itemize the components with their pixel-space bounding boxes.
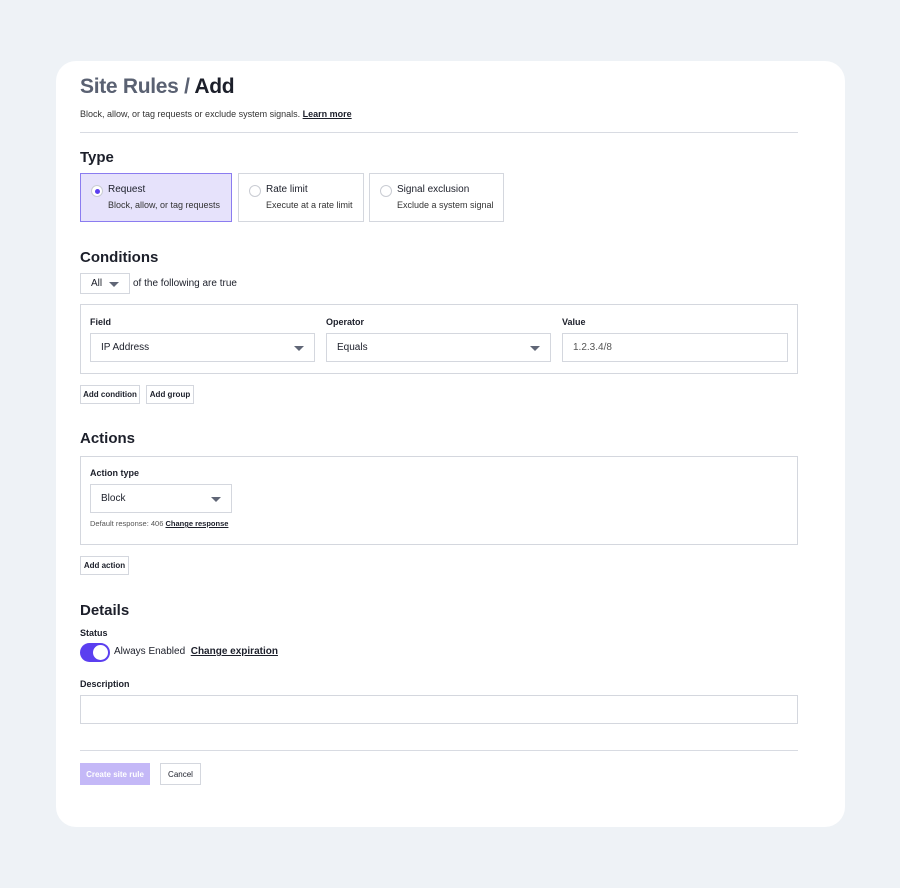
chevron-down-icon [109,281,119,287]
details-heading: Details [80,602,130,619]
add-condition-button[interactable]: Add condition [80,385,140,404]
radio-icon[interactable] [249,185,261,197]
type-heading: Type [80,149,114,166]
default-response: Default response: 406 Change response [90,519,228,528]
breadcrumb-site-rules[interactable]: Site Rules [80,75,179,98]
option-label: Rate limit [266,184,308,195]
action-type-label: Action type [90,468,140,478]
breadcrumb-separator: / [178,75,195,98]
type-option-request[interactable]: Request Block, allow, or tag requests [80,173,232,222]
option-desc: Execute at a rate limit [266,200,353,210]
divider [80,750,798,751]
page-title: Site Rules / Add [80,75,235,99]
radio-icon[interactable] [91,185,103,197]
value-text: 1.2.3.4/8 [573,342,612,353]
subtitle-text: Block, allow, or tag requests or exclude… [80,109,301,119]
action-type-select[interactable]: Block [90,484,232,513]
option-label: Signal exclusion [397,184,470,195]
conditions-heading: Conditions [80,249,159,266]
match-suffix: of the following are true [133,278,237,289]
field-select[interactable]: IP Address [90,333,315,362]
radio-icon[interactable] [380,185,392,197]
actions-heading: Actions [80,430,136,447]
value-label: Value [562,317,586,327]
description-input[interactable] [80,695,798,724]
chevron-down-icon [211,496,221,502]
action-row [80,456,798,545]
operator-label: Operator [326,317,365,327]
add-action-button[interactable]: Add action [80,556,129,575]
type-option-signal-exclusion[interactable]: Signal exclusion Exclude a system signal [369,173,504,222]
change-response-link[interactable]: Change response [165,519,229,528]
status-text-row: Always Enabled Change expiration [114,646,278,657]
condition-row [80,304,798,374]
operator-value: Equals [337,342,368,353]
learn-more-link[interactable]: Learn more [302,109,352,119]
status-label: Status [80,628,108,638]
cancel-button[interactable]: Cancel [160,763,201,785]
status-text: Always Enabled [114,646,186,657]
field-value: IP Address [101,342,150,353]
operator-select[interactable]: Equals [326,333,551,362]
chevron-down-icon [530,345,540,351]
create-site-rule-button[interactable]: Create site rule [80,763,150,785]
field-label: Field [90,317,112,327]
status-toggle[interactable] [80,643,110,662]
description-label: Description [80,679,130,689]
option-desc: Exclude a system signal [397,200,494,210]
option-desc: Block, allow, or tag requests [108,200,221,210]
divider [80,132,798,133]
change-expiration-link[interactable]: Change expiration [190,646,278,657]
chevron-down-icon [294,345,304,351]
add-group-button[interactable]: Add group [146,385,194,404]
value-input[interactable]: 1.2.3.4/8 [562,333,788,362]
type-option-rate-limit[interactable]: Rate limit Execute at a rate limit [238,173,364,222]
match-select[interactable]: All [80,273,130,294]
breadcrumb-current: Add [194,75,235,98]
page-subtitle: Block, allow, or tag requests or exclude… [80,109,352,119]
toggle-knob [93,645,108,660]
match-value: All [91,278,103,289]
action-type-value: Block [101,493,126,504]
default-response-text: Default response: 406 [90,519,164,528]
option-label: Request [108,184,146,195]
